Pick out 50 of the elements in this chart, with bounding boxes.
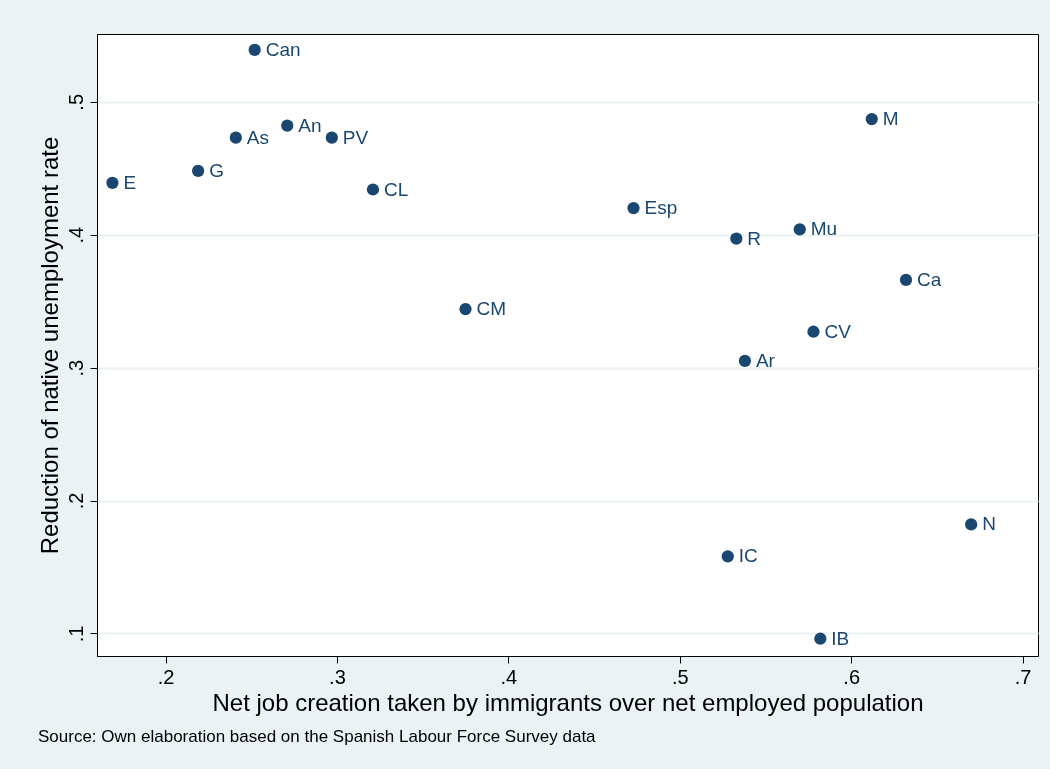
data-label: As <box>246 126 270 148</box>
x-tick-label: .2 <box>157 665 175 688</box>
point <box>721 550 734 563</box>
point <box>459 303 472 316</box>
point <box>248 43 261 57</box>
point <box>899 273 913 286</box>
y-tick-label: .4 <box>64 226 87 244</box>
point <box>814 632 827 645</box>
data-label: IB <box>831 627 850 649</box>
source-note: Source: Own elaboration based on the Spanish Labour Force Survey data <box>38 727 597 746</box>
point <box>281 119 294 132</box>
y-tick-label: .3 <box>64 359 87 377</box>
data-label: An <box>298 114 322 136</box>
point <box>366 183 380 196</box>
point <box>325 131 338 144</box>
data-label: E <box>123 171 137 193</box>
data-label: M <box>882 108 899 130</box>
x-tick-label: .3 <box>329 665 346 688</box>
data-label: CL <box>383 178 409 200</box>
data-label: R <box>747 227 762 249</box>
data-label: PV <box>342 126 369 148</box>
x-tick-label: .4 <box>500 665 518 688</box>
point <box>793 223 806 236</box>
y-tick-label: .2 <box>64 492 87 510</box>
point <box>807 325 820 338</box>
data-label: Ca <box>917 268 942 290</box>
x-tick-label: .7 <box>1014 665 1032 688</box>
data-label: Ar <box>755 349 776 371</box>
point <box>627 201 640 215</box>
point <box>192 164 205 178</box>
y-tick-label: .1 <box>64 625 87 643</box>
data-label: Esp <box>644 197 678 219</box>
data-label: CV <box>824 320 852 342</box>
point <box>865 112 878 126</box>
point <box>730 232 743 245</box>
data-label: N <box>982 513 996 535</box>
y-tick-label: .5 <box>64 93 87 111</box>
x-tick-label: .6 <box>843 665 861 688</box>
data-label: CM <box>476 298 507 320</box>
data-label: IC <box>738 545 758 567</box>
point <box>965 518 978 531</box>
x-axis-title: Net job creation taken by immigrants over net employed population <box>212 688 924 716</box>
data-label: Mu <box>810 218 838 240</box>
point <box>106 176 119 189</box>
data-label: G <box>209 159 224 181</box>
data-label: Can <box>265 38 301 60</box>
x-tick-label: .5 <box>671 665 689 688</box>
point <box>229 131 242 144</box>
point <box>738 354 752 368</box>
y-axis-title: Reduction of native unemployment rate <box>35 136 63 555</box>
